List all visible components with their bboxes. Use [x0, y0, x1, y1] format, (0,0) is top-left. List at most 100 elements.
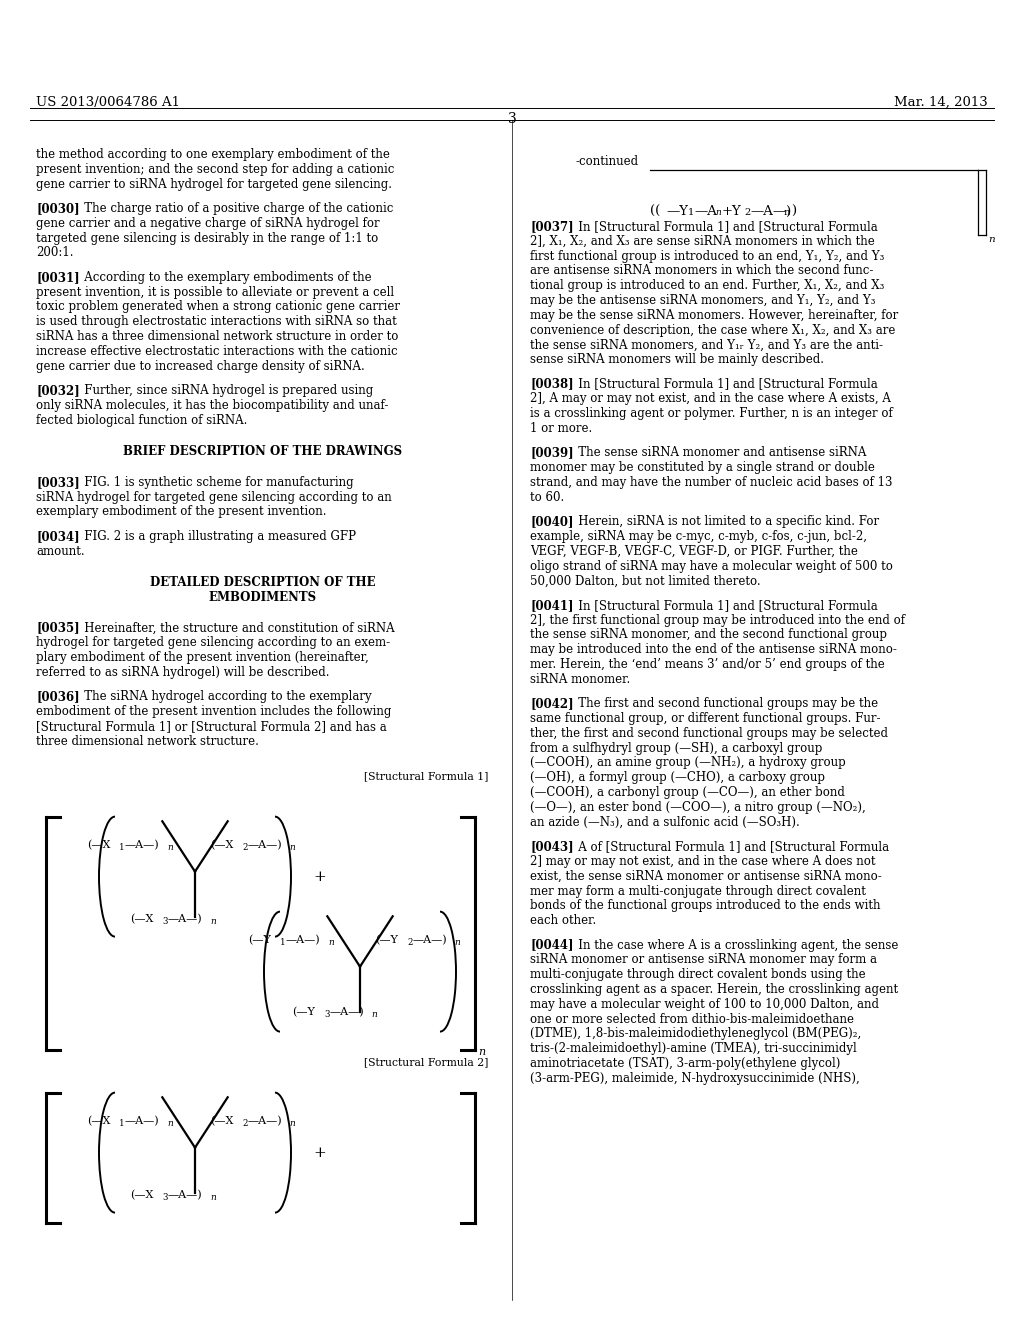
Text: (—O—), an ester bond (—COO—), a nitro group (—NO₂),: (—O—), an ester bond (—COO—), a nitro gr…	[530, 801, 865, 814]
Text: present invention; and the second step for adding a cationic: present invention; and the second step f…	[36, 162, 394, 176]
Text: In [Structural Formula 1] and [Structural Formula: In [Structural Formula 1] and [Structura…	[567, 378, 878, 391]
Text: from a sulfhydryl group (—SH), a carboxyl group: from a sulfhydryl group (—SH), a carboxy…	[530, 742, 822, 755]
Text: VEGF, VEGF-B, VEGF-C, VEGF-D, or PIGF. Further, the: VEGF, VEGF-B, VEGF-C, VEGF-D, or PIGF. F…	[530, 545, 858, 558]
Text: 2], X₁, X₂, and X₃ are sense siRNA monomers in which the: 2], X₁, X₂, and X₃ are sense siRNA monom…	[530, 235, 874, 248]
Text: exist, the sense siRNA monomer or antisense siRNA mono-: exist, the sense siRNA monomer or antise…	[530, 870, 882, 883]
Text: Herein, siRNA is not limited to a specific kind. For: Herein, siRNA is not limited to a specif…	[567, 515, 880, 528]
Text: [0036]: [0036]	[36, 690, 80, 704]
Text: —A—): —A—)	[168, 1189, 203, 1200]
Text: gene carrier and a negative charge of siRNA hydrogel for: gene carrier and a negative charge of si…	[36, 216, 380, 230]
Text: n: n	[371, 1010, 377, 1019]
Text: is used through electrostatic interactions with siRNA so that: is used through electrostatic interactio…	[36, 315, 396, 329]
Text: [0041]: [0041]	[530, 599, 573, 612]
Text: toxic problem generated when a strong cationic gene carrier: toxic problem generated when a strong ca…	[36, 301, 400, 313]
Text: [0033]: [0033]	[36, 475, 80, 488]
Text: 1 or more.: 1 or more.	[530, 422, 592, 436]
Text: n: n	[210, 1192, 216, 1201]
Text: The siRNA hydrogel according to the exemplary: The siRNA hydrogel according to the exem…	[73, 690, 372, 704]
Text: Further, since siRNA hydrogel is prepared using: Further, since siRNA hydrogel is prepare…	[73, 384, 374, 397]
Text: —A—): —A—)	[286, 935, 321, 945]
Text: [0031]: [0031]	[36, 271, 80, 284]
Text: EMBODIMENTS: EMBODIMENTS	[209, 590, 317, 603]
Text: referred to as siRNA hydrogel) will be described.: referred to as siRNA hydrogel) will be d…	[36, 667, 330, 678]
Text: exemplary embodiment of the present invention.: exemplary embodiment of the present inve…	[36, 506, 327, 519]
Text: tris-(2-maleimidoethyl)-amine (TMEA), tri-succinimidyl: tris-(2-maleimidoethyl)-amine (TMEA), tr…	[530, 1041, 857, 1055]
Text: In [Structural Formula 1] and [Structural Formula: In [Structural Formula 1] and [Structura…	[567, 599, 878, 612]
Text: ): )	[791, 205, 796, 218]
Text: (—Y: (—Y	[292, 1007, 314, 1016]
Text: n: n	[289, 1118, 295, 1127]
Text: one or more selected from dithio-bis-maleimidoethane: one or more selected from dithio-bis-mal…	[530, 1012, 854, 1026]
Text: siRNA monomer.: siRNA monomer.	[530, 673, 630, 686]
Text: present invention, it is possible to alleviate or prevent a cell: present invention, it is possible to all…	[36, 285, 394, 298]
Text: (—OH), a formyl group (—CHO), a carboxy group: (—OH), a formyl group (—CHO), a carboxy …	[530, 771, 825, 784]
Text: [0037]: [0037]	[530, 220, 573, 234]
Text: increase effective electrostatic interactions with the cationic: increase effective electrostatic interac…	[36, 345, 397, 358]
Text: n: n	[784, 209, 791, 216]
Text: In [Structural Formula 1] and [Structural Formula: In [Structural Formula 1] and [Structura…	[567, 220, 878, 234]
Text: 3: 3	[324, 1010, 330, 1019]
Text: targeted gene silencing is desirably in the range of 1:1 to: targeted gene silencing is desirably in …	[36, 231, 378, 244]
Text: same functional group, or different functional groups. Fur-: same functional group, or different func…	[530, 711, 881, 725]
Text: 3: 3	[162, 1192, 167, 1201]
Text: The charge ratio of a positive charge of the cationic: The charge ratio of a positive charge of…	[73, 202, 393, 215]
Text: The first and second functional groups may be the: The first and second functional groups m…	[567, 697, 879, 710]
Text: FIG. 2 is a graph illustrating a measured GFP: FIG. 2 is a graph illustrating a measure…	[73, 529, 356, 543]
Text: monomer may be constituted by a single strand or double: monomer may be constituted by a single s…	[530, 461, 874, 474]
Text: sense siRNA monomers will be mainly described.: sense siRNA monomers will be mainly desc…	[530, 354, 824, 366]
Text: [0040]: [0040]	[530, 515, 573, 528]
Text: -continued: -continued	[575, 154, 638, 168]
Text: [0030]: [0030]	[36, 202, 80, 215]
Text: [0042]: [0042]	[530, 697, 573, 710]
Text: the sense siRNA monomers, and Y₁ᵣ Y₂, and Y₃ are the anti-: the sense siRNA monomers, and Y₁ᵣ Y₂, an…	[530, 338, 883, 351]
Text: fected biological function of siRNA.: fected biological function of siRNA.	[36, 413, 248, 426]
Text: n: n	[478, 1047, 485, 1056]
Text: 2] may or may not exist, and in the case where A does not: 2] may or may not exist, and in the case…	[530, 855, 876, 869]
Text: embodiment of the present invention includes the following: embodiment of the present invention incl…	[36, 705, 391, 718]
Text: (DTME), 1,8-bis-maleimidodiethyleneglycol (BM(PEG)₂,: (DTME), 1,8-bis-maleimidodiethyleneglyco…	[530, 1027, 861, 1040]
Text: Hereinafter, the structure and constitution of siRNA: Hereinafter, the structure and constitut…	[73, 622, 394, 635]
Text: (—COOH), an amine group (—NH₂), a hydroxy group: (—COOH), an amine group (—NH₂), a hydrox…	[530, 756, 846, 770]
Text: DETAILED DESCRIPTION OF THE: DETAILED DESCRIPTION OF THE	[151, 576, 376, 589]
Text: siRNA monomer or antisense siRNA monomer may form a: siRNA monomer or antisense siRNA monomer…	[530, 953, 877, 966]
Text: 50,000 Dalton, but not limited thereto.: 50,000 Dalton, but not limited thereto.	[530, 574, 761, 587]
Text: 200:1.: 200:1.	[36, 247, 74, 260]
Text: A of [Structural Formula 1] and [Structural Formula: A of [Structural Formula 1] and [Structu…	[567, 840, 889, 853]
Text: may be introduced into the end of the antisense siRNA mono-: may be introduced into the end of the an…	[530, 643, 897, 656]
Text: +Y: +Y	[722, 205, 741, 218]
Text: In the case where A is a crosslinking agent, the sense: In the case where A is a crosslinking ag…	[567, 939, 898, 952]
Text: [0035]: [0035]	[36, 622, 80, 635]
Text: [0043]: [0043]	[530, 840, 573, 853]
Text: Mar. 14, 2013: Mar. 14, 2013	[894, 96, 988, 110]
Text: only siRNA molecules, it has the biocompatibility and unaf-: only siRNA molecules, it has the biocomp…	[36, 399, 388, 412]
Text: 1: 1	[119, 842, 125, 851]
Text: n: n	[167, 842, 173, 851]
Text: FIG. 1 is synthetic scheme for manufacturing: FIG. 1 is synthetic scheme for manufactu…	[73, 475, 353, 488]
Text: According to the exemplary embodiments of the: According to the exemplary embodiments o…	[73, 271, 372, 284]
Text: (—X: (—X	[210, 1115, 233, 1126]
Text: 2: 2	[242, 1118, 248, 1127]
Text: (—X: (—X	[130, 913, 154, 924]
Text: aminotriacetate (TSAT), 3-arm-poly(ethylene glycol): aminotriacetate (TSAT), 3-arm-poly(ethyl…	[530, 1057, 841, 1071]
Text: —A: —A	[694, 205, 717, 218]
Text: 3: 3	[162, 916, 167, 925]
Text: (3-arm-PEG), maleimide, N-hydroxysuccinimide (NHS),: (3-arm-PEG), maleimide, N-hydroxysuccini…	[530, 1072, 860, 1085]
Text: each other.: each other.	[530, 915, 596, 927]
Text: strand, and may have the number of nucleic acid bases of 13: strand, and may have the number of nucle…	[530, 477, 893, 488]
Text: —A—): —A—)	[750, 205, 792, 218]
Text: may have a molecular weight of 100 to 10,000 Dalton, and: may have a molecular weight of 100 to 10…	[530, 998, 879, 1011]
Text: gene carrier to siRNA hydrogel for targeted gene silencing.: gene carrier to siRNA hydrogel for targe…	[36, 178, 392, 190]
Text: US 2013/0064786 A1: US 2013/0064786 A1	[36, 96, 180, 110]
Text: +: +	[313, 1146, 326, 1159]
Text: (—X: (—X	[87, 1115, 111, 1126]
Text: (—X: (—X	[130, 1189, 154, 1200]
Text: crosslinking agent as a spacer. Herein, the crosslinking agent: crosslinking agent as a spacer. Herein, …	[530, 983, 898, 995]
Text: 2: 2	[407, 937, 413, 946]
Text: multi-conjugate through direct covalent bonds using the: multi-conjugate through direct covalent …	[530, 968, 865, 981]
Text: mer. Herein, the ‘end’ means 3’ and/or 5’ end groups of the: mer. Herein, the ‘end’ means 3’ and/or 5…	[530, 659, 885, 671]
Text: [Structural Formula 1] or [Structural Formula 2] and has a: [Structural Formula 1] or [Structural Fo…	[36, 719, 387, 733]
Text: —A—): —A—)	[168, 913, 203, 924]
Text: —A—): —A—)	[413, 935, 447, 945]
Text: (—COOH), a carbonyl group (—CO—), an ether bond: (—COOH), a carbonyl group (—CO—), an eth…	[530, 787, 845, 799]
Text: 1: 1	[119, 1118, 125, 1127]
